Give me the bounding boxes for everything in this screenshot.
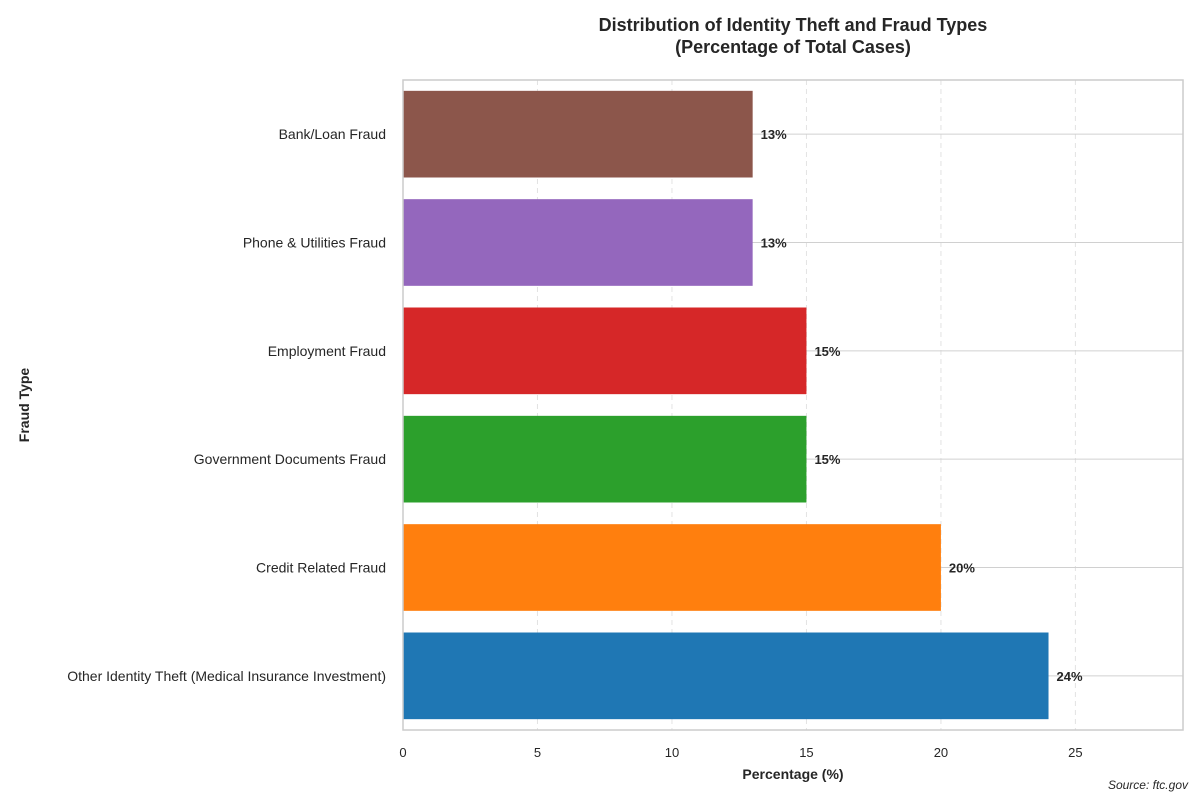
- y-axis-label: Fraud Type: [16, 368, 32, 443]
- plot-frame: [402, 79, 1184, 731]
- bar: [403, 307, 807, 395]
- bars: 24% 20% 15% 15% 13% 13%: [403, 90, 1083, 720]
- chart-title-line-1: Distribution of Identity Theft and Fraud…: [598, 15, 988, 35]
- y-tick-label: Credit Related Fraud: [256, 560, 386, 576]
- bar: [403, 524, 941, 611]
- y-tick-label: Bank/Loan Fraud: [279, 126, 386, 142]
- x-tick-label: 25: [1068, 745, 1082, 760]
- x-tick-label: 10: [665, 745, 679, 760]
- bar: [403, 199, 753, 286]
- bar: [403, 415, 807, 503]
- y-tick-label: Other Identity Theft (Medical Insurance …: [67, 668, 386, 684]
- x-tick-label: 20: [934, 745, 948, 760]
- y-tick-label: Government Documents Fraud: [194, 451, 386, 467]
- y-tick-labels: Other Identity Theft (Medical Insurance …: [67, 126, 386, 684]
- bar-value-label: 15%: [814, 452, 840, 467]
- x-tick-label: 0: [399, 745, 406, 760]
- x-axis-label: Percentage (%): [742, 766, 843, 782]
- bar-value-label: 13%: [761, 127, 787, 142]
- x-ticks: 0 5 10 15 20 25: [399, 745, 1082, 760]
- source-note: Source: ftc.gov: [1107, 778, 1188, 792]
- y-tick-label: Phone & Utilities Fraud: [243, 235, 386, 251]
- bar-value-label: 13%: [761, 236, 787, 251]
- chart-title-line-2: (Percentage of Total Cases): [675, 37, 911, 57]
- x-tick-label: 15: [799, 745, 813, 760]
- bar-value-label: 20%: [949, 561, 975, 576]
- y-tick-label: Employment Fraud: [268, 343, 386, 359]
- bar: [403, 90, 753, 178]
- x-tick-label: 5: [534, 745, 541, 760]
- bar-value-label: 15%: [814, 344, 840, 359]
- bar-value-label: 24%: [1057, 669, 1083, 684]
- bar: [403, 632, 1049, 720]
